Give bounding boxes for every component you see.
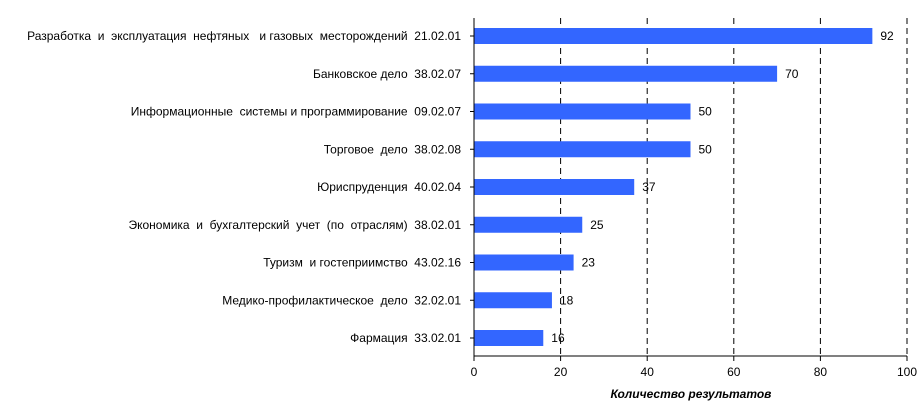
category-label: Торговое дело 38.02.08: [324, 142, 462, 156]
x-tick-label: 60: [727, 365, 741, 379]
x-tick-label: 40: [641, 365, 655, 379]
bars: [474, 28, 873, 346]
x-tick-label: 80: [814, 365, 828, 379]
category-label: Банковское дело 38.02.07: [313, 67, 461, 81]
value-label: 25: [590, 218, 604, 232]
category-label: Туризм и гостеприимство 43.02.16: [263, 256, 461, 270]
bar: [474, 292, 552, 309]
value-label: 16: [551, 331, 565, 345]
value-label: 23: [582, 256, 596, 270]
bar: [474, 330, 544, 346]
value-label: 50: [699, 105, 713, 119]
bar: [474, 65, 778, 82]
value-label: 92: [880, 29, 894, 43]
value-label: 37: [642, 180, 656, 194]
value-label: 70: [785, 67, 799, 81]
value-label: 18: [560, 293, 574, 307]
category-label: Экономика и бухгалтерский учет (по отрас…: [128, 218, 461, 232]
category-label: Информационные системы и программировани…: [131, 105, 462, 119]
x-tick-label: 20: [554, 365, 568, 379]
x-axis-title: Количество результатов: [611, 387, 772, 401]
bar: [474, 28, 873, 44]
category-label: Фармация 33.02.01: [350, 331, 461, 345]
category-labels: Разработка и эксплуатация нефтяных и газ…: [27, 29, 461, 345]
grid-lines: [560, 18, 908, 356]
value-labels: 92 70 50 50 37 25 23 18 16: [551, 29, 894, 345]
category-label: Юриспруденция 40.02.04: [317, 180, 461, 194]
category-label: Разработка и эксплуатация нефтяных и газ…: [27, 29, 461, 43]
bar: [474, 216, 583, 233]
axes: 0 20 40 60 80 100: [470, 18, 917, 379]
bar: [474, 141, 691, 158]
bar: [474, 254, 574, 271]
x-tick-label: 0: [471, 365, 478, 379]
bar: [474, 103, 691, 120]
value-label: 50: [699, 142, 713, 156]
category-label: Медико-профилактическое дело 32.02.01: [222, 293, 461, 307]
x-tick-label: 100: [897, 365, 917, 379]
bar: [474, 179, 635, 195]
